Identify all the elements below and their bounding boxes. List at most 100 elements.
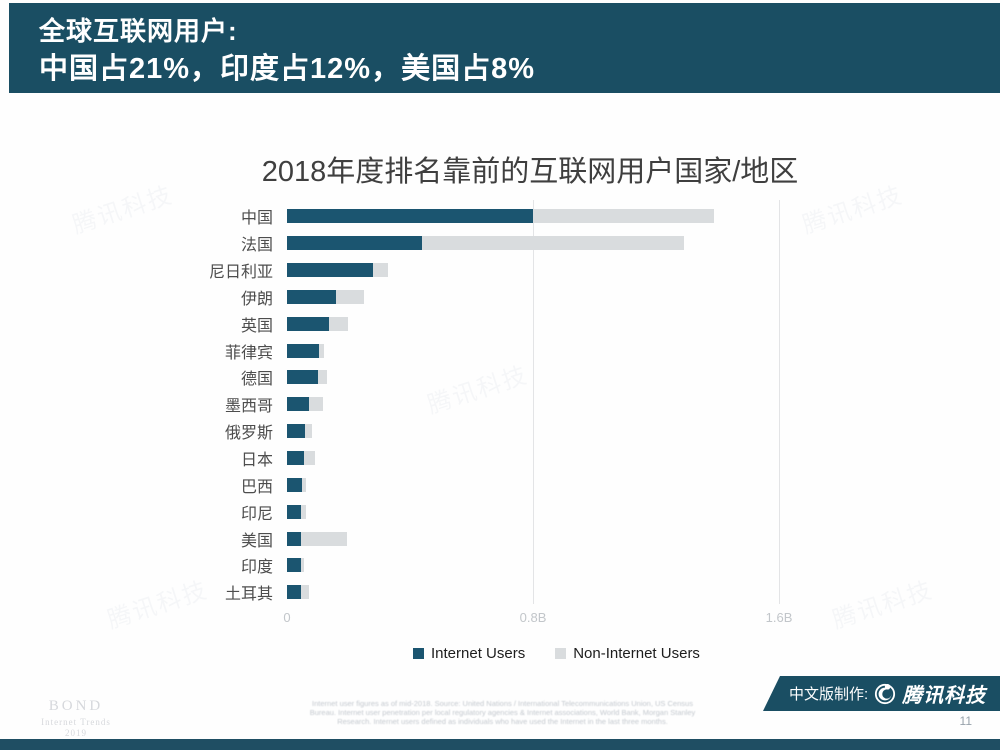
chart-row: 印度 (0, 552, 1000, 579)
bar-internet-users (287, 397, 309, 412)
country-label: 墨西哥 (224, 398, 273, 416)
bar-non-internet-users (301, 504, 307, 519)
header-banner: 全球互联网用户: 中国占21%，印度占12%，美国占8% (9, 3, 1000, 93)
chart-row: 土耳其 (0, 579, 1000, 606)
legend-swatch-non-internet-icon (555, 648, 567, 659)
bar-internet-users (287, 343, 320, 358)
country-label: 美国 (240, 532, 273, 550)
country-label: 法国 (240, 237, 273, 255)
page-number: 11 (959, 714, 972, 728)
bar-group (287, 263, 389, 278)
chart-row: 法国 (0, 230, 1000, 257)
legend-label-non-internet: Non-Internet Users (573, 645, 700, 662)
bar-non-internet-users (328, 316, 349, 331)
bar-group (287, 209, 715, 224)
bond-logo-title: BOND (48, 698, 104, 714)
country-label: 巴西 (240, 478, 273, 496)
country-label: 菲律宾 (224, 344, 273, 362)
bar-group (287, 504, 307, 519)
bar-group (287, 424, 312, 439)
legend-item-non-internet-users: Non-Internet Users (555, 645, 700, 662)
country-label: 尼日利亚 (208, 264, 273, 282)
source-note: Internet user figures as of mid-2018. So… (240, 699, 765, 726)
bar-group (287, 289, 364, 304)
bottom-edge-strip (0, 739, 1000, 750)
bar-internet-users (287, 531, 302, 546)
chart-legend: Internet Users Non-Internet Users (413, 645, 700, 662)
bar-internet-users (287, 504, 302, 519)
tencent-logo-icon (874, 683, 896, 705)
x-axis-tick-label: 0.8B (519, 610, 547, 625)
legend-swatch-internet-icon (413, 648, 424, 659)
bar-non-internet-users (336, 289, 364, 304)
chart-row: 尼日利亚 (0, 257, 1000, 284)
x-axis-tick-label: 1.6B (765, 610, 793, 625)
chart-row: 日本 (0, 445, 1000, 472)
chart-row: 中国 (0, 203, 1000, 230)
legend-item-internet-users: Internet Users (413, 645, 525, 662)
bar-non-internet-users (533, 209, 715, 224)
source-note-line2: Bureau. Internet user penetration per lo… (309, 708, 696, 717)
chart-row: 巴西 (0, 471, 1000, 498)
bar-internet-users (287, 316, 329, 331)
bar-non-internet-users (302, 477, 307, 492)
bar-non-internet-users (305, 424, 312, 439)
bar-internet-users (287, 263, 374, 278)
bar-non-internet-users (301, 531, 347, 546)
chart-row: 俄罗斯 (0, 418, 1000, 445)
bar-group (287, 558, 304, 573)
chart-row: 德国 (0, 364, 1000, 391)
country-label: 中国 (240, 210, 273, 228)
chart-title: 2018年度排名靠前的互联网用户国家/地区 (261, 156, 799, 188)
bar-non-internet-users (317, 370, 327, 385)
bar-internet-users (287, 424, 306, 439)
bar-group (287, 370, 327, 385)
bar-internet-users (287, 451, 304, 466)
bar-non-internet-users (319, 343, 324, 358)
bar-group (287, 531, 347, 546)
country-label: 印度 (240, 559, 273, 577)
legend-label-internet: Internet Users (431, 645, 526, 662)
source-note-line1: Internet user figures as of mid-2018. So… (312, 699, 693, 708)
bar-group (287, 585, 310, 600)
bar-non-internet-users (308, 397, 324, 412)
bar-non-internet-users (373, 263, 389, 278)
country-label: 德国 (240, 371, 273, 389)
country-label: 日本 (240, 452, 273, 470)
chart-row: 英国 (0, 310, 1000, 337)
header-line1: 全球互联网用户: (39, 16, 238, 46)
country-label: 俄罗斯 (224, 425, 273, 443)
bar-group (287, 477, 307, 492)
source-note-line3: Research. Internet users defined as indi… (337, 717, 668, 726)
bar-internet-users (287, 209, 533, 224)
gridline (779, 200, 780, 604)
chart-row: 美国 (0, 525, 1000, 552)
country-label: 伊朗 (240, 290, 273, 308)
tencent-credit-prefix: 中文版制作: (789, 686, 869, 703)
bar-group (287, 316, 349, 331)
country-label: 英国 (240, 317, 273, 335)
bar-non-internet-users (422, 236, 684, 251)
bar-group (287, 343, 324, 358)
bar-group (287, 236, 684, 251)
x-axis-tick-label: 0 (283, 610, 291, 625)
header-line2: 中国占21%，印度占12%，美国占8% (39, 53, 535, 85)
country-label: 印尼 (240, 505, 273, 523)
country-label: 土耳其 (224, 586, 273, 604)
bar-internet-users (287, 370, 318, 385)
tencent-brand-name: 腾讯科技 (902, 685, 987, 707)
bar-internet-users (287, 558, 302, 573)
bond-logo-year: 2019 (65, 728, 87, 738)
tencent-credit-banner: 中文版制作: 腾讯科技 (763, 676, 1000, 711)
chart-row: 印尼 (0, 498, 1000, 525)
bar-non-internet-users (303, 451, 315, 466)
chart-row: 伊朗 (0, 284, 1000, 311)
bar-internet-users (287, 289, 337, 304)
bar-non-internet-users (301, 585, 310, 600)
gridline (533, 200, 534, 604)
bar-non-internet-users (301, 558, 304, 573)
bar-group (287, 451, 315, 466)
bar-group (287, 397, 324, 412)
bar-internet-users (287, 236, 423, 251)
